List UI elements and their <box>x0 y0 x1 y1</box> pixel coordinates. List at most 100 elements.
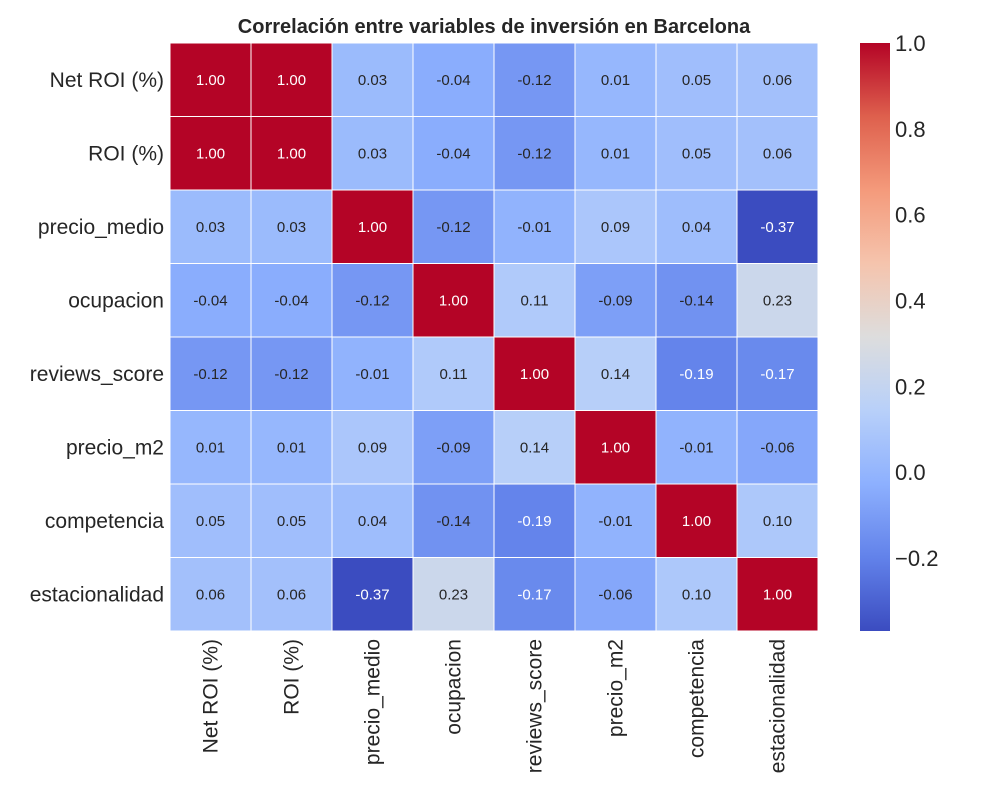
heatmap-cell <box>736 336 819 411</box>
heatmap-cell <box>574 557 657 632</box>
heatmap-cell <box>493 336 576 411</box>
cell-value-label: -0.12 <box>193 366 227 383</box>
cell-value-label: 0.14 <box>520 439 549 456</box>
heatmap-cell <box>331 189 414 264</box>
colorbar: 1.0 0.8 0.6 0.4 0.2 0.0 −0.2 <box>860 31 938 631</box>
colorbar-tick-label: 0.0 <box>895 460 926 485</box>
cell-value-label: -0.14 <box>436 513 470 530</box>
cell-value-label: -0.12 <box>517 145 551 162</box>
heatmap-cell <box>169 189 252 264</box>
cell-value-label: -0.06 <box>598 586 632 603</box>
heatmap-cell <box>574 189 657 264</box>
col-tick-label: precio_medio <box>362 639 385 765</box>
cell-value-label: -0.12 <box>517 72 551 89</box>
heatmap-cell <box>574 483 657 558</box>
heatmap-cell <box>169 263 252 338</box>
cell-value-label: -0.37 <box>355 586 389 603</box>
colorbar-tick-label: 0.4 <box>895 289 926 314</box>
cell-value-label: -0.14 <box>679 292 713 309</box>
cell-value-label: 0.23 <box>763 292 792 309</box>
cell-value-label: 0.03 <box>358 72 387 89</box>
heatmap-cell <box>655 483 738 558</box>
heatmap-cell <box>493 42 576 117</box>
heatmap-cell <box>331 483 414 558</box>
row-tick-label: Net ROI (%) <box>50 69 164 92</box>
row-tick-label: competencia <box>45 510 164 533</box>
heatmap-cell <box>493 116 576 191</box>
heatmap-cell <box>169 557 252 632</box>
cell-value-label: -0.12 <box>436 219 470 236</box>
heatmap-cell <box>655 189 738 264</box>
heatmap-cell <box>250 557 333 632</box>
row-tick-label: precio_m2 <box>66 436 164 459</box>
cell-value-label: 0.03 <box>358 145 387 162</box>
heatmap-cell <box>250 116 333 191</box>
col-tick-label: Net ROI (%) <box>200 639 223 753</box>
cell-value-label: -0.04 <box>193 292 227 309</box>
colorbar-tick-label: 0.2 <box>895 374 926 399</box>
heatmap-cell <box>736 189 819 264</box>
cell-value-label: 1.00 <box>439 292 468 309</box>
row-tick-label: precio_medio <box>38 216 164 239</box>
cell-value-label: 0.03 <box>196 219 225 236</box>
col-tick-label: ROI (%) <box>281 639 304 715</box>
heatmap-cell <box>493 557 576 632</box>
col-tick-label: precio_m2 <box>605 639 628 737</box>
colorbar-tick-label: −0.2 <box>895 546 938 571</box>
cell-value-label: 0.05 <box>682 145 711 162</box>
heatmap-cell <box>412 189 495 264</box>
cell-value-label: 0.05 <box>682 72 711 89</box>
heatmap-cell <box>574 410 657 485</box>
cell-value-label: 0.11 <box>439 366 467 383</box>
heatmap-cell <box>331 410 414 485</box>
cell-value-label: 0.06 <box>763 145 792 162</box>
heatmap-cell <box>412 263 495 338</box>
cell-value-label: -0.12 <box>274 366 308 383</box>
cell-value-label: -0.17 <box>760 366 794 383</box>
cell-value-label: 1.00 <box>601 439 630 456</box>
cell-value-label: -0.01 <box>517 219 551 236</box>
heatmap-cell <box>412 336 495 411</box>
colorbar-tick-label: 0.8 <box>895 117 926 142</box>
col-labels: Net ROI (%) ROI (%) precio_medio ocupacion r… <box>200 639 790 774</box>
heatmap-cell <box>169 42 252 117</box>
cell-value-label: 0.04 <box>358 513 387 530</box>
cell-value-label: 0.11 <box>520 292 548 309</box>
heatmap-cell <box>250 410 333 485</box>
heatmap-cell <box>493 189 576 264</box>
colorbar-tick-label: 0.6 <box>895 203 926 228</box>
cell-value-label: 0.04 <box>682 219 711 236</box>
col-tick-label: ocupacion <box>443 639 466 735</box>
heatmap-cell <box>574 42 657 117</box>
cell-value-label: -0.04 <box>274 292 308 309</box>
heatmap-cell <box>412 557 495 632</box>
cell-value-label: 0.23 <box>439 586 468 603</box>
cell-value-label: -0.06 <box>760 439 794 456</box>
heatmap-cell <box>493 483 576 558</box>
row-tick-label: ocupacion <box>68 289 164 312</box>
heatmap-cell <box>655 410 738 485</box>
cell-value-label: 1.00 <box>682 513 711 530</box>
cell-value-label: 0.01 <box>196 439 225 456</box>
heatmap-cell <box>736 116 819 191</box>
cell-value-label: 0.01 <box>601 145 630 162</box>
cell-value-label: 0.10 <box>763 513 792 530</box>
col-tick-label: competencia <box>686 639 709 758</box>
heatmap-cell <box>736 410 819 485</box>
cell-value-label: 0.06 <box>763 72 792 89</box>
cell-value-label: -0.04 <box>436 145 470 162</box>
heatmap-cell <box>331 263 414 338</box>
heatmap-cell <box>412 116 495 191</box>
colorbar-tick-label: 1.0 <box>895 31 926 56</box>
cell-value-label: -0.01 <box>355 366 389 383</box>
cell-value-label: -0.01 <box>679 439 713 456</box>
cell-value-label: 0.05 <box>196 513 225 530</box>
cell-value-label: 1.00 <box>196 145 225 162</box>
heatmap-cell <box>736 483 819 558</box>
heatmap-cell <box>655 336 738 411</box>
cell-value-label: 0.09 <box>358 439 387 456</box>
cell-value-label: 0.10 <box>682 586 711 603</box>
cell-value-label: -0.09 <box>436 439 470 456</box>
row-tick-label: estacionalidad <box>30 583 164 606</box>
